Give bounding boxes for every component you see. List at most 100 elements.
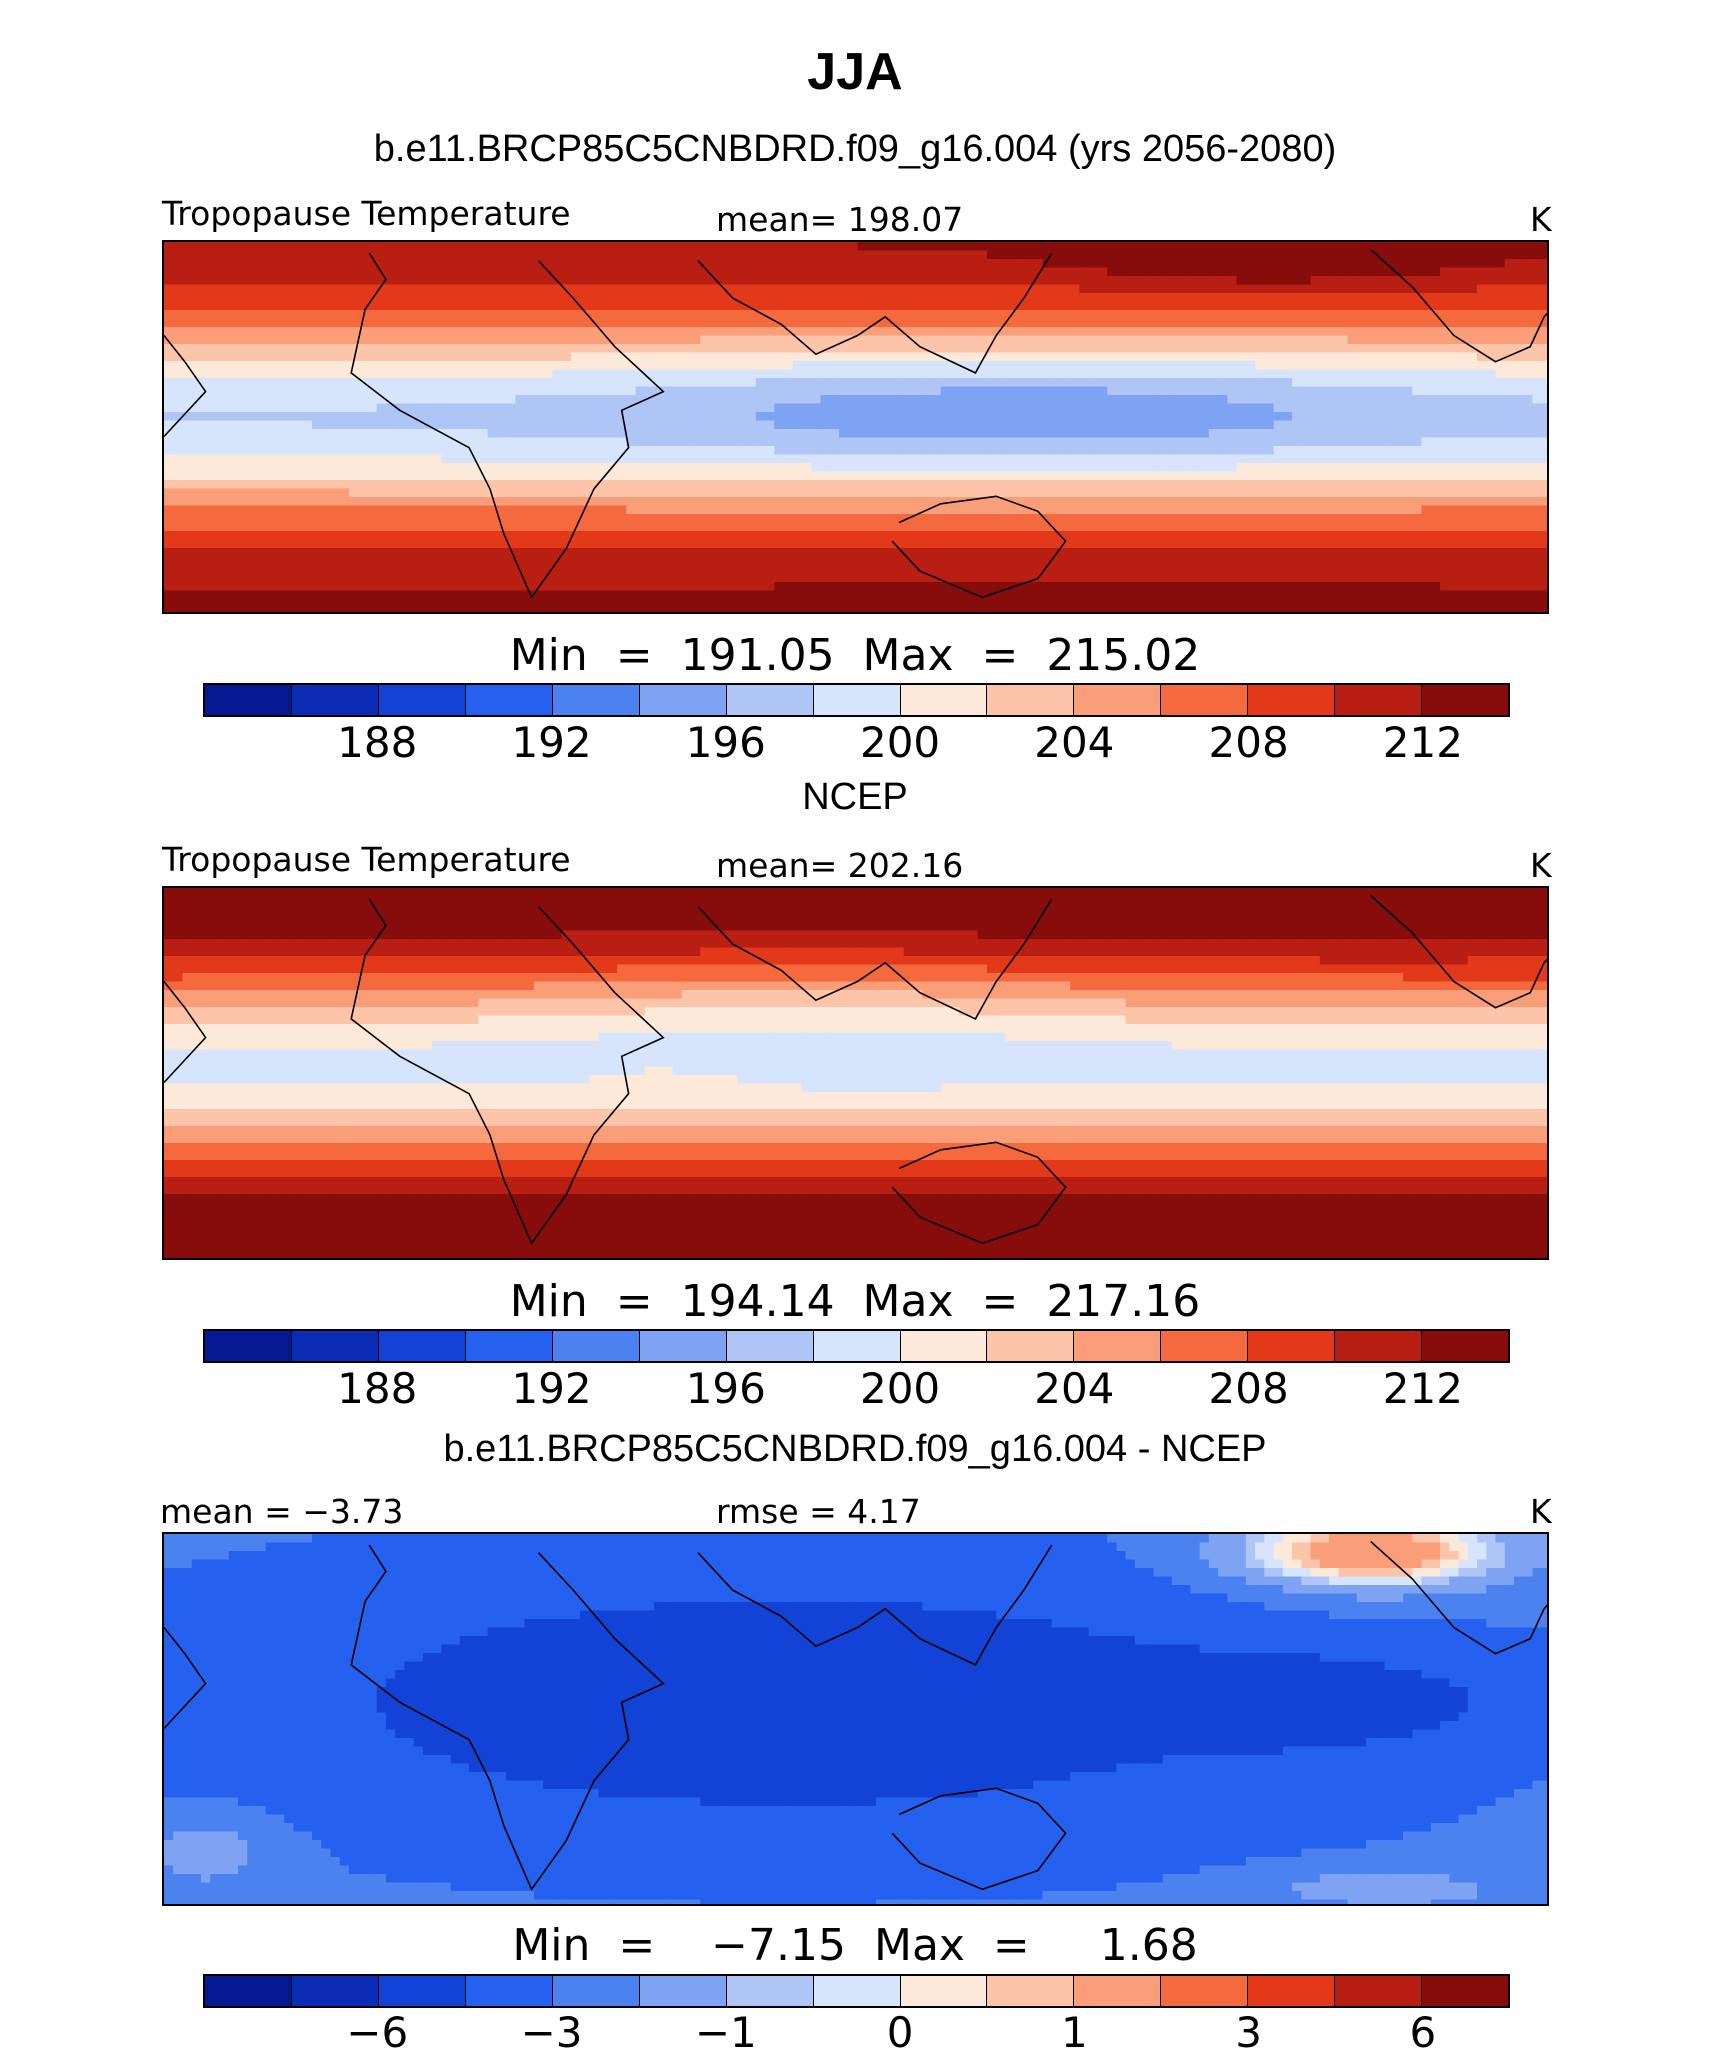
contour-cell [1440,361,1450,371]
contour-cell [866,497,877,507]
contour-cell [1412,429,1423,439]
contour-cell [1366,446,1376,456]
contour-cell [496,361,507,371]
contour-cell [496,267,507,277]
contour-cell [1144,242,1154,252]
contour-cell [1116,242,1127,252]
contour-cell [940,335,951,345]
contour-cell [182,310,193,320]
contour-cell [728,497,738,507]
contour-cell [1014,361,1025,371]
contour-cell [358,420,369,430]
contour-cell [1005,437,1016,447]
contour-cell [237,497,248,507]
contour-cell [1495,446,1506,456]
contour-cell [820,437,831,447]
contour-cell [1421,378,1432,388]
contour-cell [1014,250,1025,260]
contour-cell [1356,352,1367,362]
contour-cell [755,344,766,354]
contour-cell [598,318,609,328]
contour-cell [1153,378,1164,388]
contour-cell [1541,361,1547,371]
contour-cell [284,497,295,507]
contour-cell [598,488,609,498]
contour-cell [1153,463,1164,473]
contour-cell [1134,463,1145,473]
contour-cell [718,301,729,311]
contour-cell [1375,242,1386,252]
contour-cell [996,386,1007,396]
contour-cell [256,293,267,303]
contour-cell [302,514,313,524]
contour-cell [284,344,295,354]
contour-cell [469,318,479,328]
contour-cell [1245,497,1256,507]
contour-cell [1541,454,1547,464]
contour-cell [820,454,831,464]
contour-cell [1033,276,1044,286]
contour-cell [533,429,544,439]
contour-cell [330,437,341,447]
contour-cell [802,488,812,498]
contour-cell [1495,412,1506,422]
contour-cell [330,429,341,439]
contour-cell [1477,276,1487,286]
contour-cell [1504,335,1515,345]
contour-cell [348,259,359,269]
contour-cell [728,361,738,371]
contour-cell [533,446,544,456]
contour-cell [311,420,322,430]
contour-cell [284,361,295,371]
contour-cell [1338,463,1349,473]
contour-cell [330,352,341,362]
contour-cell [1144,327,1154,337]
contour-cell [875,301,886,311]
contour-cell [839,429,849,439]
contour-cell [1097,386,1108,396]
contour-cell [1541,352,1547,362]
contour-cell [1218,403,1228,413]
contour-cell [1051,505,1062,515]
contour-cell [330,250,341,260]
contour-cell [1181,488,1191,498]
contour-cell [1005,378,1016,388]
contour-cell [1107,403,1118,413]
contour-cell [700,437,711,447]
contour-cell [1255,454,1265,464]
contour-cell [728,344,738,354]
contour-cell [1051,386,1062,396]
contour-cell [1070,267,1081,277]
contour-cell [959,446,970,456]
contour-cell [191,361,202,371]
contour-cell [219,378,230,388]
contour-cell [866,310,877,320]
contour-cell [857,293,868,303]
contour-cell [1079,250,1090,260]
contour-cell [1097,310,1108,320]
contour-cell [533,352,544,362]
contour-cell [949,488,960,498]
contour-cell [885,420,896,430]
contour-cell [284,412,295,422]
contour-cell [718,276,729,286]
contour-cell [1375,318,1386,328]
contour-cell [1144,403,1154,413]
contour-cell [1097,446,1108,456]
contour-cell [1023,429,1034,439]
contour-cell [1190,378,1201,388]
contour-cell [1088,514,1099,524]
contour-cell [1541,471,1547,481]
contour-cell [1190,395,1201,405]
contour-cell [607,352,618,362]
contour-cell [848,395,859,405]
contour-cell [210,344,221,354]
contour-cell [1153,395,1164,405]
contour-cell [1273,386,1284,396]
contour-cell [1504,259,1515,269]
contour-cell [1088,369,1099,379]
contour-cell [302,454,313,464]
contour-cell [210,446,221,456]
contour-cell [164,352,174,362]
contour-cell [1088,361,1099,371]
